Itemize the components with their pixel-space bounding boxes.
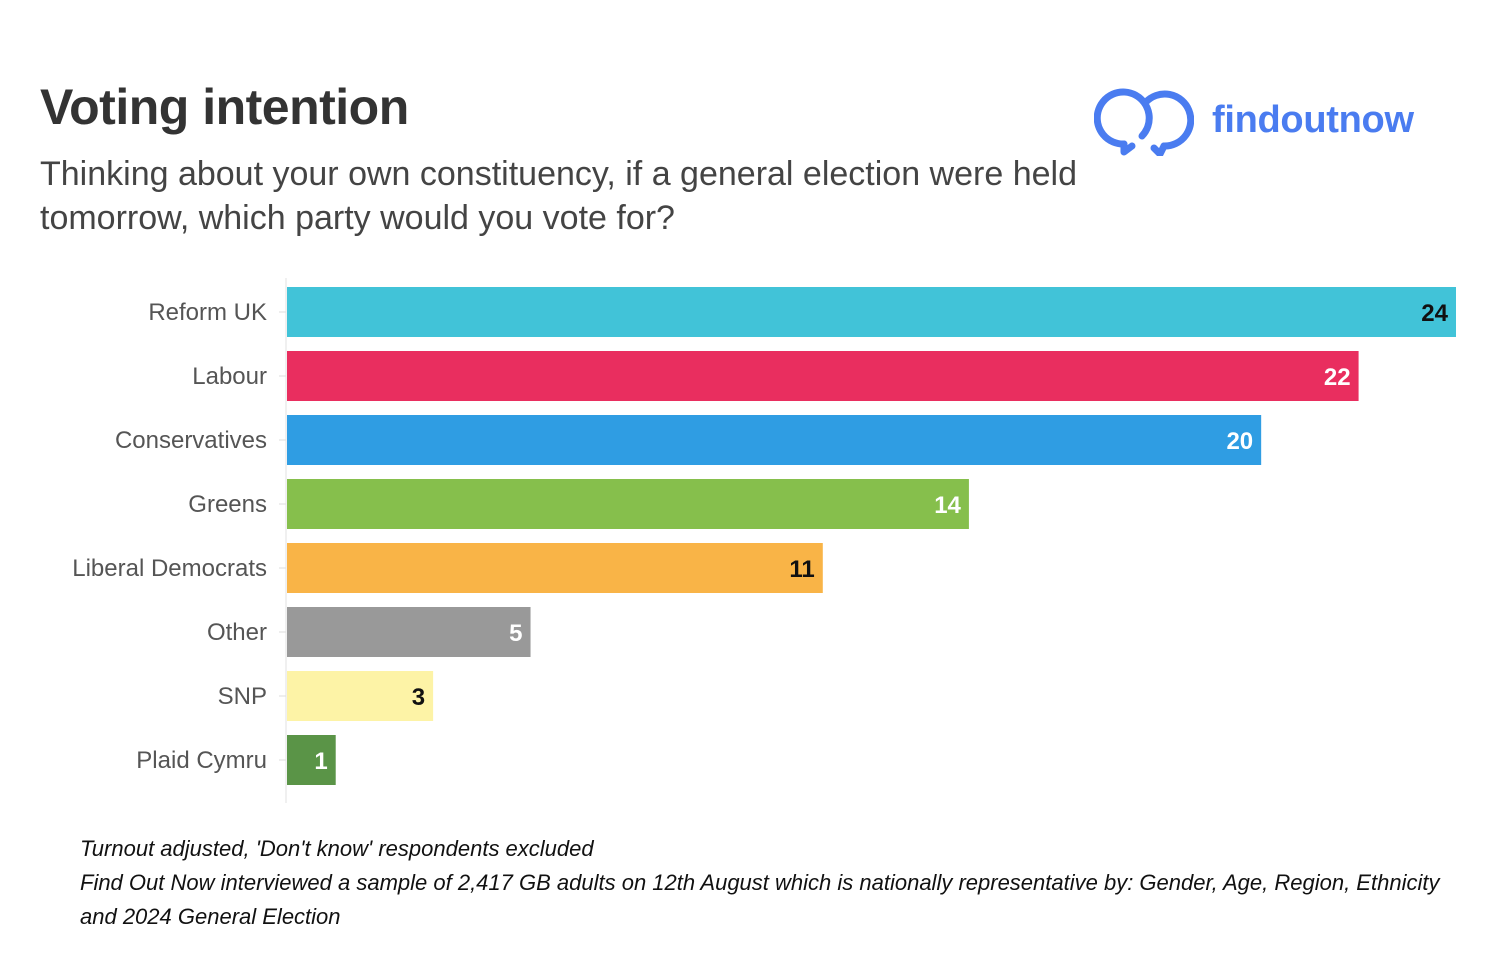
double-speech-bubble-icon (1094, 88, 1194, 156)
category-label: Greens (188, 491, 267, 518)
data-label: 5 (509, 620, 522, 647)
chart-subtitle: Thinking about your own constituency, if… (40, 155, 1077, 237)
bar (287, 479, 969, 529)
data-label: 20 (1226, 428, 1253, 455)
bar (287, 671, 434, 721)
chart-title: Voting intention (40, 79, 409, 135)
bar (287, 735, 336, 785)
category-label: SNP (218, 683, 267, 710)
category-label: Labour (192, 363, 267, 390)
data-label: 24 (1421, 300, 1448, 327)
category-label: Reform UK (148, 299, 267, 326)
data-label: 22 (1324, 364, 1351, 391)
data-label: 14 (934, 492, 961, 519)
bar (287, 287, 1456, 337)
footnote-line-1: Turnout adjusted, 'Don't know' responden… (80, 836, 594, 861)
logo-text: findoutnow (1212, 98, 1414, 141)
data-label: 1 (314, 748, 327, 775)
category-label: Plaid Cymru (136, 747, 267, 774)
footnote: Turnout adjusted, 'Don't know' responden… (80, 832, 1460, 934)
bar (287, 351, 1359, 401)
bar (287, 607, 531, 657)
category-label: Liberal Democrats (72, 555, 267, 582)
bar (287, 415, 1262, 465)
bar-chart: Reform UK 24 Labour 22 Conservatives 20 Greens… (72, 278, 1456, 803)
footnote-line-2: Find Out Now interviewed a sample of 2,4… (80, 870, 1440, 929)
data-label: 11 (789, 556, 814, 583)
data-label: 3 (412, 684, 425, 711)
findoutnow-logo: findoutnow (1094, 84, 1414, 156)
category-label: Conservatives (115, 427, 267, 454)
bar (287, 543, 823, 593)
category-label: Other (207, 619, 267, 646)
